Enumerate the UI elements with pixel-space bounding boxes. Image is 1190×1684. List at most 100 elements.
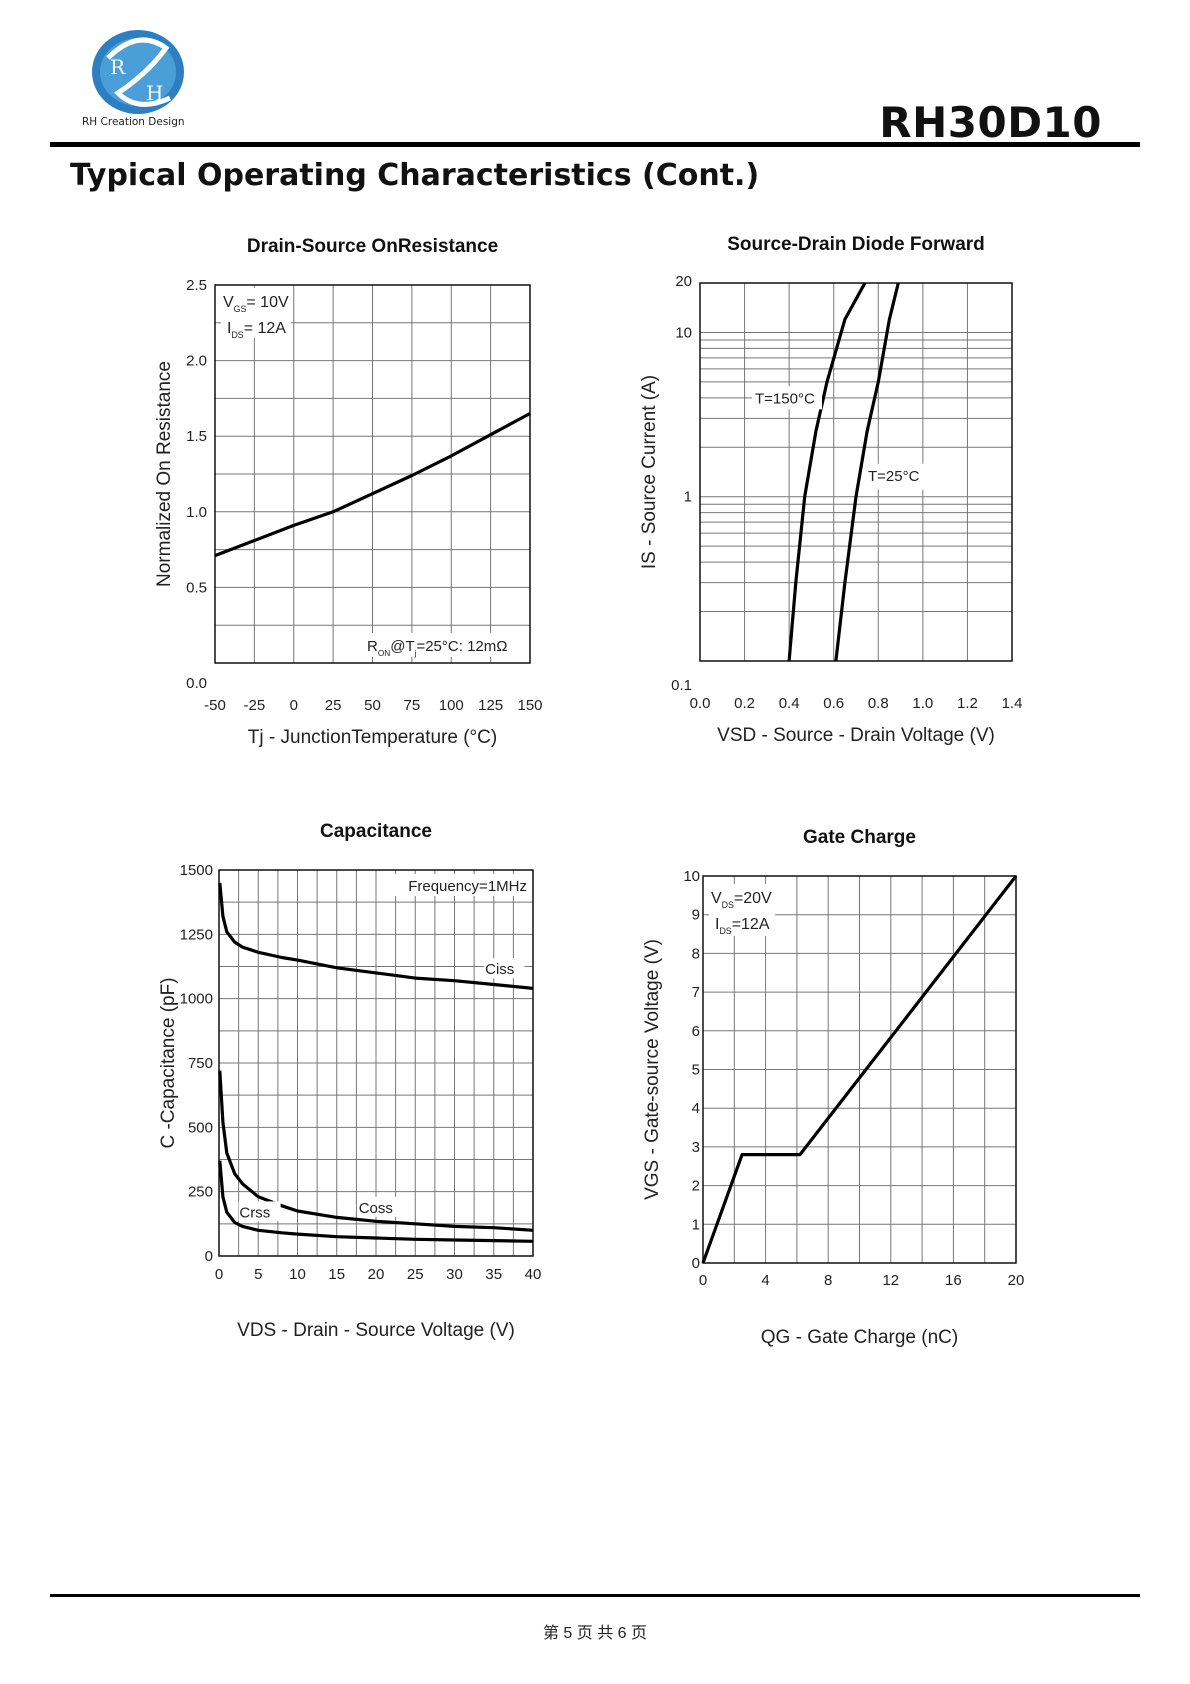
logo-letter-r: R bbox=[110, 55, 126, 79]
rdson-frame bbox=[214, 284, 531, 664]
gate-ytick: 7 bbox=[692, 984, 700, 1001]
gate-ytick: 0 bbox=[692, 1255, 700, 1272]
cap-xtick: 25 bbox=[407, 1266, 424, 1283]
diode-xtick: 0.4 bbox=[779, 695, 800, 712]
cap-ytick: 1500 bbox=[180, 862, 213, 879]
cap-xlabel: VDS - Drain - Source Voltage (V) bbox=[237, 1320, 515, 1341]
rdson-xtick: -25 bbox=[244, 697, 266, 714]
gate-ytick: 6 bbox=[692, 1023, 700, 1040]
rdson-annot-vgs: VGS= 10V bbox=[223, 294, 289, 314]
cap-series-line-crss bbox=[218, 1160, 534, 1243]
logo-text: RH Creation Design bbox=[82, 116, 185, 128]
rdson-xtick: 75 bbox=[404, 697, 421, 714]
rdson-ytick: 2.5 bbox=[186, 277, 207, 294]
gate-ytick: 3 bbox=[692, 1139, 700, 1156]
gate-annot-vds: VDS=20V bbox=[711, 890, 772, 910]
page-number: 第 5 页 共 6 页 bbox=[542, 1625, 648, 1642]
rdson-series-line bbox=[214, 412, 531, 558]
cap-xtick: 10 bbox=[289, 1266, 306, 1283]
company-logo: R H bbox=[92, 30, 184, 114]
diode-xtick: 0.6 bbox=[823, 695, 844, 712]
diode-series-line-1 bbox=[834, 282, 900, 662]
cap-ytick: 250 bbox=[188, 1184, 213, 1201]
gate-xlabel: QG - Gate Charge (nC) bbox=[761, 1327, 958, 1348]
cap-series-label-coss: Coss bbox=[359, 1200, 393, 1217]
rdson-title: Drain-Source OnResistance bbox=[247, 236, 498, 257]
diode-xtick: 1.4 bbox=[1002, 695, 1023, 712]
rdson-xtick: 125 bbox=[478, 697, 503, 714]
rdson-grid bbox=[215, 285, 530, 663]
rdson-ytick: 1.5 bbox=[186, 428, 207, 445]
cap-label-bg bbox=[357, 1196, 404, 1217]
rdson-annot-bg bbox=[221, 288, 291, 338]
cap-ytick: 0 bbox=[205, 1248, 213, 1265]
gate-title: Gate Charge bbox=[803, 827, 916, 848]
cap-xtick: 5 bbox=[254, 1266, 262, 1283]
cap-ytick: 1250 bbox=[180, 926, 213, 943]
gate-ytick: 5 bbox=[692, 1062, 700, 1079]
diode-xtick: 0.8 bbox=[868, 695, 889, 712]
rdson-xtick: 50 bbox=[364, 697, 381, 714]
diode-series-line-0 bbox=[787, 282, 867, 662]
diode-ytick: 0.1 bbox=[671, 677, 692, 694]
logo-letter-h: H bbox=[146, 81, 163, 105]
rdson-xtick: 0 bbox=[290, 697, 298, 714]
diode-ylabel: IS - Source Current (A) bbox=[639, 375, 660, 569]
gate-xtick: 8 bbox=[824, 1272, 832, 1289]
footer-rule bbox=[50, 1594, 1140, 1597]
diode-xtick: 0.0 bbox=[690, 695, 711, 712]
rdson-ytick: 2.0 bbox=[186, 353, 207, 370]
gate-xtick: 20 bbox=[1008, 1272, 1025, 1289]
diode-xtick: 1.2 bbox=[957, 695, 978, 712]
page-title: Typical Operating Characteristics (Cont.… bbox=[70, 158, 760, 193]
rdson-xlabel: Tj - JunctionTemperature (°C) bbox=[248, 727, 497, 748]
diode-label-bg bbox=[866, 463, 928, 490]
gate-ytick: 4 bbox=[692, 1100, 700, 1117]
gate-xtick: 4 bbox=[761, 1272, 769, 1289]
gate-annot-bg bbox=[709, 884, 775, 936]
rdson-annot-ron: RON@Tj=25°C: 12mΩ bbox=[367, 638, 507, 658]
rdson-ytick: 0.5 bbox=[186, 579, 207, 596]
diode-ytick: 1 bbox=[684, 489, 692, 506]
header-rule bbox=[50, 142, 1140, 147]
cap-xtick: 20 bbox=[368, 1266, 385, 1283]
cap-annot-freq: Frequency=1MHz bbox=[408, 878, 527, 895]
rdson-ylabel: Normalized On Resistance bbox=[154, 361, 175, 587]
gate-xtick: 12 bbox=[882, 1272, 899, 1289]
part-number: RH30D10 bbox=[879, 98, 1102, 147]
rdson-ytick: 1.0 bbox=[186, 504, 207, 521]
rdson-xtick: -50 bbox=[204, 697, 226, 714]
cap-grid bbox=[219, 870, 533, 1256]
cap-title: Capacitance bbox=[320, 821, 432, 842]
gate-frame bbox=[702, 875, 1017, 1264]
gate-ytick: 9 bbox=[692, 907, 700, 924]
diode-ytick: 20 bbox=[675, 273, 692, 290]
gate-annot-ids: IDS=12A bbox=[715, 916, 770, 936]
cap-xtick: 35 bbox=[485, 1266, 502, 1283]
gate-grid bbox=[703, 876, 1016, 1263]
cap-xtick: 40 bbox=[525, 1266, 542, 1283]
rdson-xtick: 25 bbox=[325, 697, 342, 714]
gate-ytick: 1 bbox=[692, 1216, 700, 1233]
diode-xlabel: VSD - Source - Drain Voltage (V) bbox=[717, 725, 995, 746]
diode-xtick: 1.0 bbox=[912, 695, 933, 712]
gate-ytick: 10 bbox=[683, 868, 700, 885]
cap-ytick: 750 bbox=[188, 1055, 213, 1072]
cap-ytick: 1000 bbox=[180, 991, 213, 1008]
rdson-ytick: 0.0 bbox=[186, 675, 207, 692]
diode-title: Source-Drain Diode Forward bbox=[727, 234, 985, 255]
gate-xtick: 0 bbox=[699, 1272, 707, 1289]
diode-series-label-25: T=25°C bbox=[868, 468, 920, 485]
cap-annot-bg bbox=[395, 874, 529, 896]
gate-xtick: 16 bbox=[945, 1272, 962, 1289]
cap-frame bbox=[218, 869, 534, 1257]
rdson-xtick: 100 bbox=[439, 697, 464, 714]
cap-series-line-coss bbox=[218, 1070, 534, 1232]
gate-ylabel: VGS - Gate-source Voltage (V) bbox=[642, 939, 663, 1200]
diode-grid bbox=[700, 283, 1012, 661]
cap-series-label-crss: Crss bbox=[239, 1204, 270, 1221]
gate-ytick: 8 bbox=[692, 945, 700, 962]
cap-ytick: 500 bbox=[188, 1119, 213, 1136]
diode-frame bbox=[699, 282, 1013, 662]
